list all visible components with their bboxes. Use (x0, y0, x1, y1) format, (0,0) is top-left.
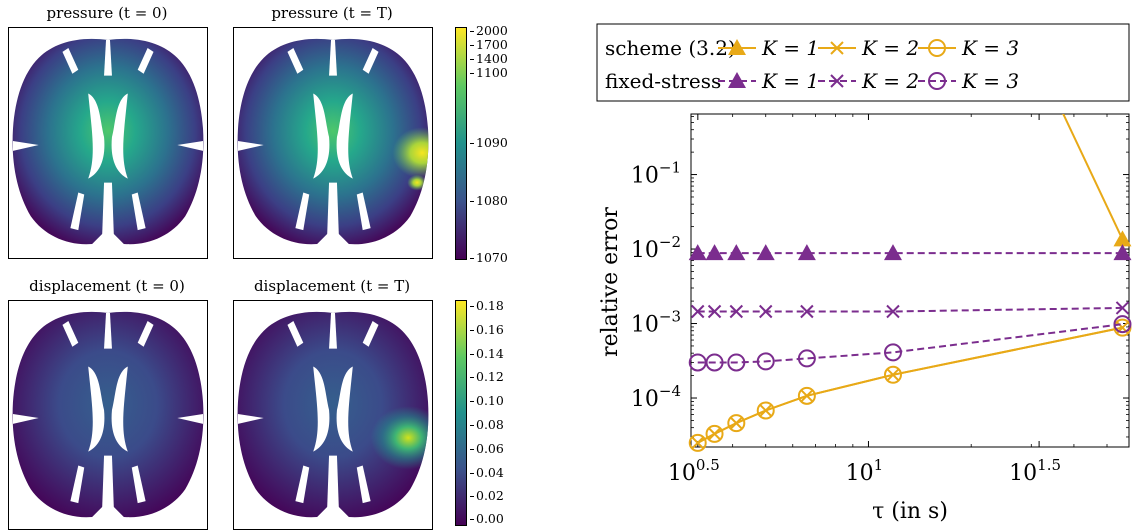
x-tick-label: 101 (846, 456, 884, 486)
legend-entry-fixed-stress-k3: K = 3 (918, 69, 1019, 93)
data-point-fixed-stress-k2 (886, 304, 900, 319)
disp-tick-0.02: 0.02 (470, 488, 504, 503)
data-point-fixed-stress-k3 (797, 349, 816, 368)
data-point-fixed-stress-k3 (727, 353, 746, 372)
series-scheme-k3 (688, 318, 1132, 452)
legend-marker (928, 72, 946, 90)
data-point-fixed-stress-k1 (688, 244, 707, 261)
series-scheme-k1 (1062, 114, 1132, 247)
displacement-tT-heatmap (233, 300, 433, 530)
data-point-fixed-stress-k1 (705, 244, 724, 261)
series-line-fixed-stress-k3 (697, 323, 1123, 364)
legend-entry-label: K = 3 (961, 36, 1019, 60)
pressure-tick-1100: 1100 (470, 65, 508, 80)
x-axis-label: τ (in s) (872, 499, 948, 524)
data-point-fixed-stress-k2 (691, 304, 705, 319)
data-point-fixed-stress-k1 (1113, 244, 1132, 261)
data-point-fixed-stress-k2 (759, 304, 773, 319)
brain-sulci (12, 40, 204, 239)
data-point-scheme-k3 (883, 365, 902, 384)
disp-tick-0.14: 0.14 (470, 346, 504, 361)
pressure-tick-1070: 1070 (470, 250, 508, 265)
legend-entry-fixed-stress-k1: K = 1 (718, 69, 819, 93)
pressure-tT-heatmap (233, 27, 433, 259)
pressure-tick-1700: 1700 (470, 37, 508, 52)
data-point-fixed-stress-k3 (705, 353, 724, 372)
legend-entry-label: K = 1 (761, 69, 819, 93)
series-fixed-stress-k1 (688, 244, 1132, 261)
data-point-fixed-stress-k2 (1115, 301, 1130, 315)
legend-marker (728, 72, 746, 88)
data-point-fixed-stress-k3 (883, 343, 902, 362)
data-point-scheme-k1 (1113, 230, 1132, 247)
data-point-scheme-k3 (727, 414, 746, 433)
y-axis-label: relative error (598, 207, 623, 357)
pressure-tick-2000: 2000 (470, 23, 508, 38)
legend-entry-scheme-k3: K = 3 (918, 36, 1019, 60)
legend-marker (928, 39, 946, 57)
data-point-fixed-stress-k2 (800, 304, 814, 319)
legend-entry-scheme-k1: K = 1 (718, 36, 819, 60)
panel-title-displacement-tT: displacement (t = T) (253, 277, 411, 295)
pressure-tick-1080: 1080 (470, 193, 508, 208)
data-point-fixed-stress-k3 (756, 352, 775, 371)
legend-entry-scheme-k2: K = 2 (818, 36, 919, 60)
series-fixed-stress-k2 (691, 301, 1130, 319)
disp-tick-0.00: 0.00 (470, 511, 504, 526)
panel-title-pressure-t0: pressure (t = 0) (46, 4, 168, 22)
panel-title-displacement-t0: displacement (t = 0) (29, 277, 185, 295)
disp-tick-0.12: 0.12 (470, 369, 504, 384)
data-point-fixed-stress-k1 (883, 244, 902, 261)
disp-tick-0.08: 0.08 (470, 417, 504, 432)
disp-tick-0.18: 0.18 (470, 298, 504, 313)
series-line-scheme-k2 (697, 326, 1123, 444)
legend-entry-label: K = 1 (761, 36, 819, 60)
legend-marker (830, 74, 844, 88)
x-tick-label: 101.5 (1009, 456, 1061, 486)
data-point-scheme-k3 (688, 433, 707, 452)
pressure-tick-1090: 1090 (470, 135, 508, 150)
pressure-tick-1400: 1400 (470, 51, 508, 66)
series-line-scheme-k3 (697, 326, 1123, 444)
data-point-fixed-stress-k3 (1113, 315, 1132, 334)
y-tick-label: 10−1 (631, 159, 681, 189)
series-fixed-stress-k3 (688, 315, 1132, 372)
legend-entry-fixed-stress-k2: K = 2 (818, 69, 919, 93)
pressure-t0-heatmap (8, 27, 208, 259)
data-point-fixed-stress-k2 (707, 304, 722, 319)
y-tick-label: 10−2 (631, 233, 681, 263)
legend-entry-label: K = 2 (861, 69, 919, 93)
data-point-scheme-k3 (705, 424, 724, 443)
displacement-t0-heatmap (8, 300, 208, 530)
data-point-fixed-stress-k1 (797, 244, 816, 261)
data-point-fixed-stress-k1 (727, 244, 746, 261)
panel-title-pressure-tT: pressure (t = T) (271, 4, 393, 22)
legend-entry-label: K = 2 (861, 36, 919, 60)
pressure-colorbar (455, 27, 467, 260)
y-tick-label: 10−4 (631, 382, 681, 412)
legend-frame (596, 23, 1130, 102)
disp-tick-0.10: 0.10 (470, 393, 504, 408)
x-tick-label: 100.5 (668, 456, 720, 486)
legend-label-fixed-stress: fixed-stress (605, 69, 721, 93)
displacement-colorbar (455, 300, 467, 526)
legend-entry-label: K = 3 (961, 69, 1019, 93)
data-point-scheme-k3 (756, 401, 775, 420)
disp-tick-0.06: 0.06 (470, 441, 504, 456)
legend: scheme (3.2) fixed-stress K = 1 K = 2 K = … (596, 23, 1130, 102)
plot-area (690, 113, 1130, 448)
legend-label-scheme: scheme (3.2) (605, 36, 736, 60)
data-point-scheme-k2 (691, 436, 705, 450)
legend-marker (830, 41, 844, 55)
series-line-scheme-k1 (1062, 114, 1124, 240)
error-chart: scheme (3.2) fixed-stress K = 1 K = 2 K = … (596, 23, 1132, 524)
disp-tick-0.16: 0.16 (470, 322, 504, 337)
data-point-fixed-stress-k2 (729, 304, 744, 319)
data-point-fixed-stress-k1 (756, 244, 775, 261)
y-tick-label: 10−3 (631, 308, 681, 338)
disp-tick-0.04: 0.04 (470, 465, 504, 480)
data-point-scheme-k3 (797, 386, 816, 405)
legend-marker (728, 39, 746, 55)
